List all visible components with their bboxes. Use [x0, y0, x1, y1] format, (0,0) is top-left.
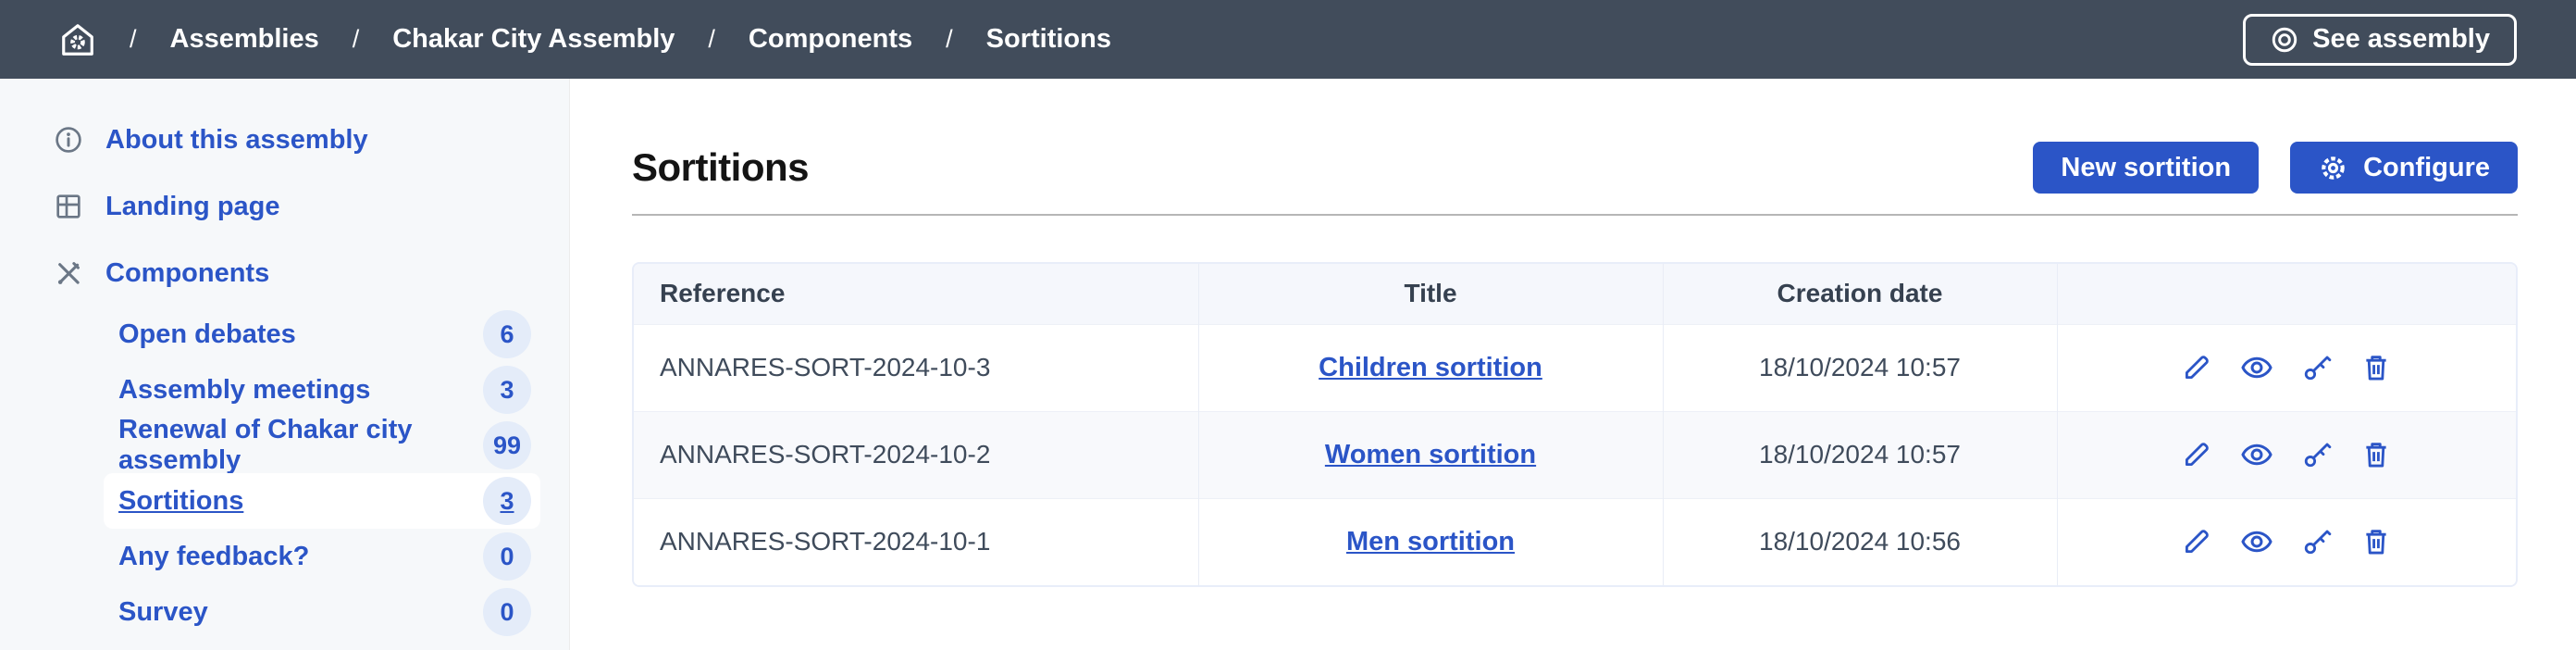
count-badge: 0	[483, 532, 531, 581]
breadcrumb-separator: /	[708, 25, 715, 53]
reference-cell: ANNARES-SORT-2024-10-1	[660, 527, 991, 556]
tools-icon	[54, 258, 83, 288]
sortition-title-link[interactable]: Men sortition	[1345, 526, 1516, 556]
new-sortition-button[interactable]: New sortition	[2033, 142, 2260, 194]
page-title: Sortitions	[632, 145, 810, 189]
sortition-title-link[interactable]: Women sortition	[1324, 439, 1537, 469]
layout-icon	[54, 192, 83, 221]
permissions-key-icon[interactable]	[2301, 352, 2333, 383]
breadcrumb-separator: /	[130, 25, 137, 53]
preview-eye-icon[interactable]	[2240, 438, 2273, 471]
header-creation-date: Creation date	[1662, 264, 2057, 324]
edit-pencil-icon[interactable]	[2181, 439, 2212, 470]
row-actions	[2058, 351, 2517, 384]
reference-cell: ANNARES-SORT-2024-10-2	[660, 440, 991, 469]
creation-date-cell: 18/10/2024 10:57	[1662, 324, 2057, 411]
header-title: Title	[1197, 264, 1663, 324]
creation-date-cell: 18/10/2024 10:56	[1662, 498, 2057, 585]
sidebar-item-any-feedback[interactable]: Any feedback? 0	[104, 529, 540, 584]
sidebar-item-about[interactable]: About this assembly	[0, 106, 569, 173]
sidebar-item-label: Sortitions	[118, 485, 244, 516]
breadcrumb-assemblies[interactable]: Assemblies	[169, 24, 319, 54]
table-row: ANNARES-SORT-2024-10-2 Women sortition 1…	[634, 411, 2516, 498]
sortitions-table: Reference Title Creation date ANNARES-SO…	[632, 262, 2518, 587]
table-row: ANNARES-SORT-2024-10-1 Men sortition 18/…	[634, 498, 2516, 585]
topbar: / Assemblies / Chakar City Assembly / Co…	[0, 0, 2576, 79]
delete-trash-icon[interactable]	[2360, 526, 2392, 557]
header-divider	[632, 214, 2518, 216]
preview-eye-icon[interactable]	[2240, 351, 2273, 384]
main-content: Sortitions New sortition Configure	[570, 79, 2576, 650]
breadcrumb-separator: /	[352, 25, 360, 53]
home-gear-icon[interactable]	[59, 21, 96, 58]
configure-label: Configure	[2363, 152, 2490, 182]
new-sortition-label: New sortition	[2061, 152, 2232, 182]
see-assembly-button[interactable]: See assembly	[2243, 13, 2517, 66]
sidebar-item-label: Survey	[118, 596, 208, 627]
permissions-key-icon[interactable]	[2301, 439, 2333, 470]
eye-circle-icon	[2270, 25, 2299, 55]
sidebar-item-sortitions[interactable]: Sortitions 3	[104, 473, 540, 529]
count-badge: 99	[483, 421, 531, 469]
breadcrumb-separator: /	[946, 25, 953, 53]
delete-trash-icon[interactable]	[2360, 439, 2392, 470]
sidebar-item-label: Components	[105, 257, 270, 288]
header-reference: Reference	[634, 264, 1198, 324]
sidebar-item-label: Renewal of Chakar city assembly	[118, 415, 413, 475]
row-actions	[2058, 438, 2517, 471]
preview-eye-icon[interactable]	[2240, 525, 2273, 558]
components-subnav: Open debates 6 Assembly meetings 3 Renew…	[104, 306, 540, 640]
count-badge: 3	[483, 477, 531, 525]
sidebar-item-assembly-meetings[interactable]: Assembly meetings 3	[104, 362, 540, 418]
table-row: ANNARES-SORT-2024-10-3 Children sortitio…	[634, 324, 2516, 411]
edit-pencil-icon[interactable]	[2181, 352, 2212, 383]
table-header-row: Reference Title Creation date	[634, 264, 2516, 324]
reference-cell: ANNARES-SORT-2024-10-3	[660, 353, 991, 381]
breadcrumb-sortitions[interactable]: Sortitions	[985, 24, 1111, 54]
sortition-title-link[interactable]: Children sortition	[1319, 352, 1542, 382]
see-assembly-label: See assembly	[2312, 24, 2490, 54]
sidebar-item-landing-page[interactable]: Landing page	[0, 173, 569, 240]
sidebar-item-label: Open debates	[118, 319, 296, 349]
breadcrumb-assembly-name[interactable]: Chakar City Assembly	[392, 24, 675, 54]
sidebar-item-label: Assembly meetings	[118, 374, 371, 405]
count-badge: 6	[483, 310, 531, 358]
sidebar: About this assembly Landing page	[0, 79, 570, 650]
breadcrumb-components[interactable]: Components	[748, 24, 913, 54]
count-badge: 3	[483, 366, 531, 414]
delete-trash-icon[interactable]	[2360, 352, 2392, 383]
sidebar-item-open-debates[interactable]: Open debates 6	[104, 306, 540, 362]
gear-icon	[2318, 153, 2348, 183]
sidebar-item-label: Any feedback?	[118, 541, 310, 571]
header-actions	[2056, 264, 2516, 324]
sidebar-item-renewal[interactable]: Renewal of Chakar city assembly 99	[104, 415, 540, 475]
count-badge: 0	[483, 588, 531, 636]
creation-date-cell: 18/10/2024 10:57	[1662, 411, 2057, 498]
row-actions	[2058, 525, 2517, 558]
sidebar-item-label: Landing page	[105, 191, 280, 221]
permissions-key-icon[interactable]	[2301, 526, 2333, 557]
sidebar-item-components[interactable]: Components	[0, 240, 569, 306]
info-icon	[54, 125, 83, 155]
configure-button[interactable]: Configure	[2290, 142, 2518, 194]
sidebar-item-survey[interactable]: Survey 0	[104, 584, 540, 640]
edit-pencil-icon[interactable]	[2181, 526, 2212, 557]
sidebar-item-label: About this assembly	[105, 124, 368, 155]
